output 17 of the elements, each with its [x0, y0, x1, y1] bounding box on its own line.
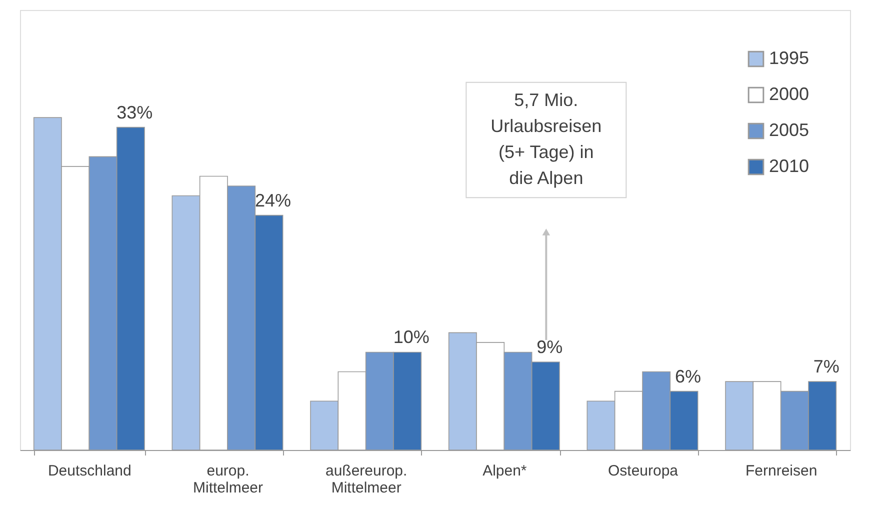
- legend-label: 1995: [769, 48, 810, 68]
- annotation: 5,7 Mio. Urlaubsreisen (5+ Tage) in die Alpen: [490, 90, 602, 188]
- data-label: 33%: [116, 102, 153, 122]
- legend-label: 2000: [769, 84, 810, 104]
- data-label: 9%: [536, 337, 563, 357]
- x-tick-label: europ. Mittelmeer: [192, 462, 264, 496]
- data-label: 6%: [674, 366, 702, 386]
- x-tick-label: außereurop. Mittelmeer: [325, 462, 408, 496]
- data-label: 7%: [813, 356, 840, 377]
- x-tick-label: Deutschland: [48, 462, 132, 480]
- data-label: 10%: [393, 327, 430, 348]
- x-tick-label: Fernreisen: [745, 462, 818, 480]
- legend-label: 2005: [769, 120, 810, 140]
- x-tick-label: Alpen*: [482, 462, 527, 480]
- legend-label: 2010: [769, 156, 810, 176]
- x-tick-label: Osteuropa: [608, 462, 679, 480]
- data-label: 24%: [254, 190, 292, 210]
